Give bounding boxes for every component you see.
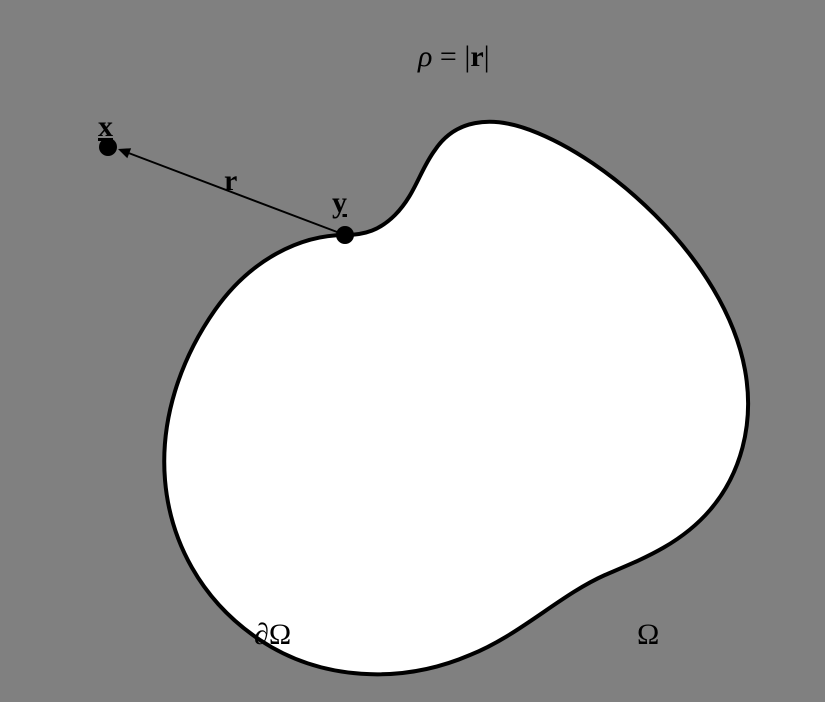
label-x: x — [98, 110, 113, 144]
label-omega: Ω — [637, 618, 659, 652]
label-y: y — [332, 186, 347, 220]
label-partial-omega: ∂Ω — [254, 618, 291, 652]
label-rho-eq-r: ρ = |r| — [418, 40, 490, 74]
diagram-canvas — [0, 0, 827, 709]
label-r: r — [224, 164, 237, 198]
